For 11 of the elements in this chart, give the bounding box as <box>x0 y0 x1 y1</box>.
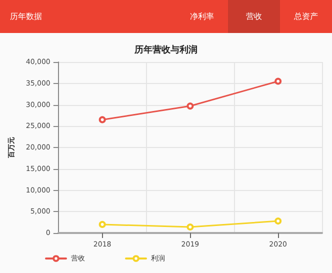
chart-title: 历年营收与利润 <box>134 44 198 56</box>
point <box>186 102 194 110</box>
text: 营收 <box>228 0 280 33</box>
text: 历年数据 <box>9 11 43 22</box>
text: 总资产 <box>293 11 319 23</box>
point <box>274 78 282 85</box>
text: 净利率 <box>189 11 215 23</box>
point <box>98 220 106 228</box>
point <box>98 116 106 124</box>
point <box>186 224 194 231</box>
point <box>274 218 282 225</box>
